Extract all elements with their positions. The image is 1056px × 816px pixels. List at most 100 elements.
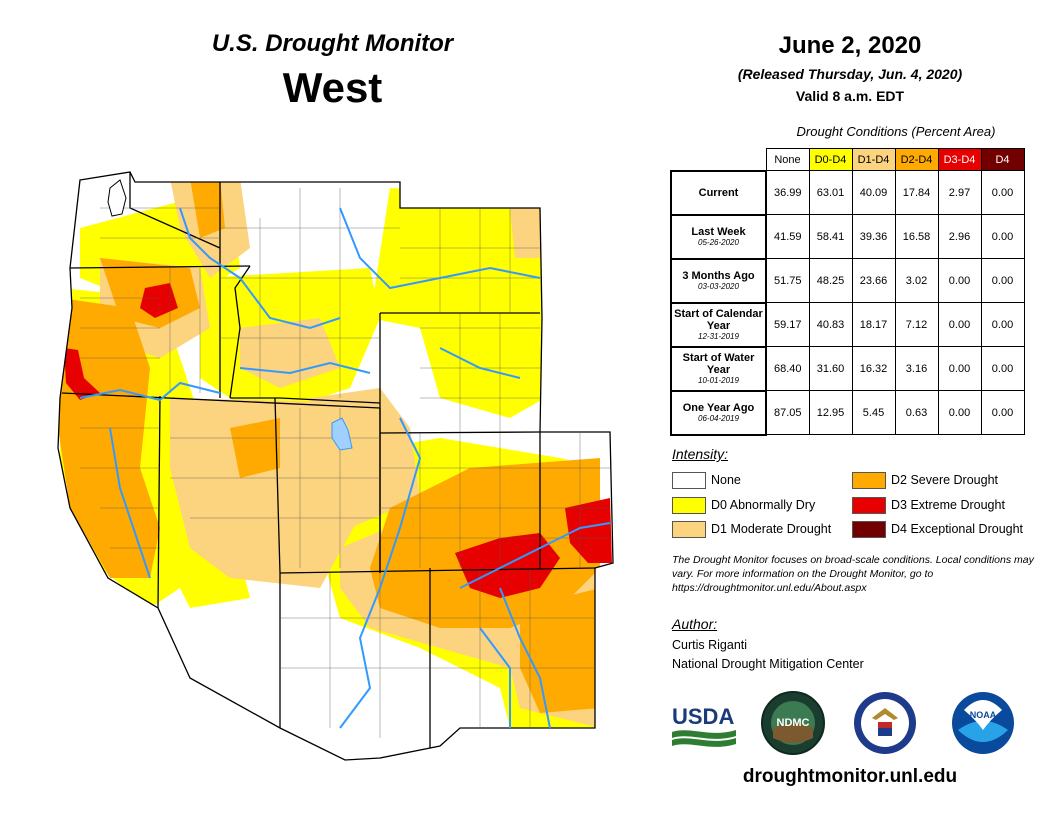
legend-label: D3 Extreme Drought: [891, 498, 1005, 512]
table-cell: 12.95: [808, 390, 853, 435]
table-cell: 16.32: [851, 346, 896, 391]
table-cell: 0.00: [980, 258, 1025, 303]
usda-logo: USDA: [672, 704, 736, 747]
rivers: [79, 207, 611, 729]
disclaimer-note: The Drought Monitor focuses on broad-sca…: [672, 554, 1034, 594]
row-label: Current: [670, 169, 767, 216]
region-title: West: [282, 64, 383, 111]
table-cell: 87.05: [765, 390, 810, 435]
legend-label: D4 Exceptional Drought: [891, 522, 1024, 536]
author-organization: National Drought Mitigation Center: [672, 657, 864, 671]
map-date: June 2, 2020: [778, 32, 922, 59]
map-subtitle: U.S. Drought Monitor: [211, 30, 454, 57]
col-header: D0-D4: [808, 148, 853, 171]
table-cell: 17.84: [894, 170, 939, 215]
table-row: Last Week 05-26-2020 41.59 58.41 39.36 16…: [670, 213, 1025, 260]
drought-conditions-table: None D0-D4 D1-D4 D2-D4 D3-D4 D4 Current …: [670, 148, 1025, 436]
svg-text:NDMC: NDMC: [777, 717, 810, 729]
county-lines: [80, 188, 610, 738]
table-cell: 0.00: [980, 390, 1025, 435]
table-cell: 51.75: [765, 258, 810, 303]
row-label: One Year Ago 06-04-2019: [670, 389, 767, 436]
table-row: 3 Months Ago 03-03-2020 51.75 48.25 23.66…: [670, 257, 1025, 304]
table-cell: 39.36: [851, 214, 896, 259]
legend-item-none: None: [672, 471, 741, 489]
legend-swatch: [672, 496, 706, 514]
table-cell: 18.17: [851, 302, 896, 347]
row-label: 3 Months Ago 03-03-2020: [670, 257, 767, 304]
table-cell: 59.17: [765, 302, 810, 347]
table-cell: 40.09: [851, 170, 896, 215]
legend-label: D0 Abnormally Dry: [711, 498, 816, 512]
table-row: Start of Water Year 10-01-2019 68.40 31.6…: [670, 345, 1025, 392]
table-cell: 0.00: [937, 302, 982, 347]
valid-time: Valid 8 a.m. EDT: [795, 88, 905, 104]
table-cell: 63.01: [808, 170, 853, 215]
table-cell: 2.97: [937, 170, 982, 215]
legend-item-d1: D1 Moderate Drought: [672, 520, 831, 538]
puget-sound: [107, 179, 127, 217]
drought-map: [57, 171, 614, 761]
svg-text:NOAA: NOAA: [970, 710, 997, 720]
col-header: D2-D4: [894, 148, 939, 171]
table-row: Current 36.99 63.01 40.09 17.84 2.97 0.0…: [670, 169, 1025, 216]
table-cell: 40.83: [808, 302, 853, 347]
table-row: Start of Calendar Year 12-31-2019 59.17 4…: [670, 301, 1025, 348]
table-corner: [671, 149, 766, 171]
legend-swatch: [852, 520, 886, 538]
table-header-row: None D0-D4 D1-D4 D2-D4 D3-D4 D4: [671, 148, 1025, 171]
release-date: (Released Thursday, Jun. 4, 2020): [737, 66, 963, 82]
ndmc-logo: NDMC: [761, 691, 825, 755]
table-cell: 3.16: [894, 346, 939, 391]
table-cell: 0.00: [937, 258, 982, 303]
website-link[interactable]: droughtmonitor.unl.edu: [742, 766, 958, 787]
row-label: Last Week 05-26-2020: [670, 213, 767, 260]
table-cell: 58.41: [808, 214, 853, 259]
noaa-logo: NOAA: [952, 692, 1014, 754]
table-cell: 2.96: [937, 214, 982, 259]
table-cell: 16.58: [894, 214, 939, 259]
svg-text:USDA: USDA: [672, 704, 734, 729]
table-cell: 0.00: [980, 170, 1025, 215]
col-header: None: [765, 148, 810, 171]
conditions-table-title: Drought Conditions (Percent Area): [796, 124, 996, 139]
legend-swatch: [672, 471, 706, 489]
author-heading: Author:: [672, 616, 718, 632]
legend-item-d3: D3 Extreme Drought: [852, 496, 1005, 514]
intensity-legend-title: Intensity:: [672, 446, 729, 462]
legend-item-d0: D0 Abnormally Dry: [672, 496, 815, 514]
commerce-seal-logo: [854, 692, 916, 754]
d3-areas: [64, 283, 612, 598]
table-cell: 0.00: [937, 346, 982, 391]
table-cell: 41.59: [765, 214, 810, 259]
legend-swatch: [852, 471, 886, 489]
table-cell: 31.60: [808, 346, 853, 391]
col-header: D4: [980, 148, 1025, 171]
author-name: Curtis Riganti: [672, 638, 748, 652]
state-borders: [57, 171, 614, 761]
table-cell: 36.99: [765, 170, 810, 215]
table-cell: 0.63: [894, 390, 939, 435]
legend-label: D2 Severe Drought: [891, 473, 999, 487]
col-header: D3-D4: [937, 148, 982, 171]
row-label: Start of Water Year 10-01-2019: [670, 345, 767, 392]
legend-swatch: [672, 520, 706, 538]
legend-swatch: [852, 496, 886, 514]
legend-label: D1 Moderate Drought: [711, 522, 832, 536]
table-cell: 23.66: [851, 258, 896, 303]
col-header: D1-D4: [851, 148, 896, 171]
table-cell: 0.00: [980, 346, 1025, 391]
table-cell: 0.00: [980, 214, 1025, 259]
table-cell: 7.12: [894, 302, 939, 347]
table-cell: 0.00: [937, 390, 982, 435]
legend-item-d4: D4 Exceptional Drought: [852, 520, 1023, 538]
legend-item-d2: D2 Severe Drought: [852, 471, 998, 489]
table-cell: 5.45: [851, 390, 896, 435]
row-label: Start of Calendar Year 12-31-2019: [670, 301, 767, 348]
table-cell: 3.02: [894, 258, 939, 303]
great-salt-lake: [331, 417, 353, 451]
legend-label: None: [711, 473, 741, 487]
table-cell: 48.25: [808, 258, 853, 303]
table-cell: 68.40: [765, 346, 810, 391]
table-cell: 0.00: [980, 302, 1025, 347]
